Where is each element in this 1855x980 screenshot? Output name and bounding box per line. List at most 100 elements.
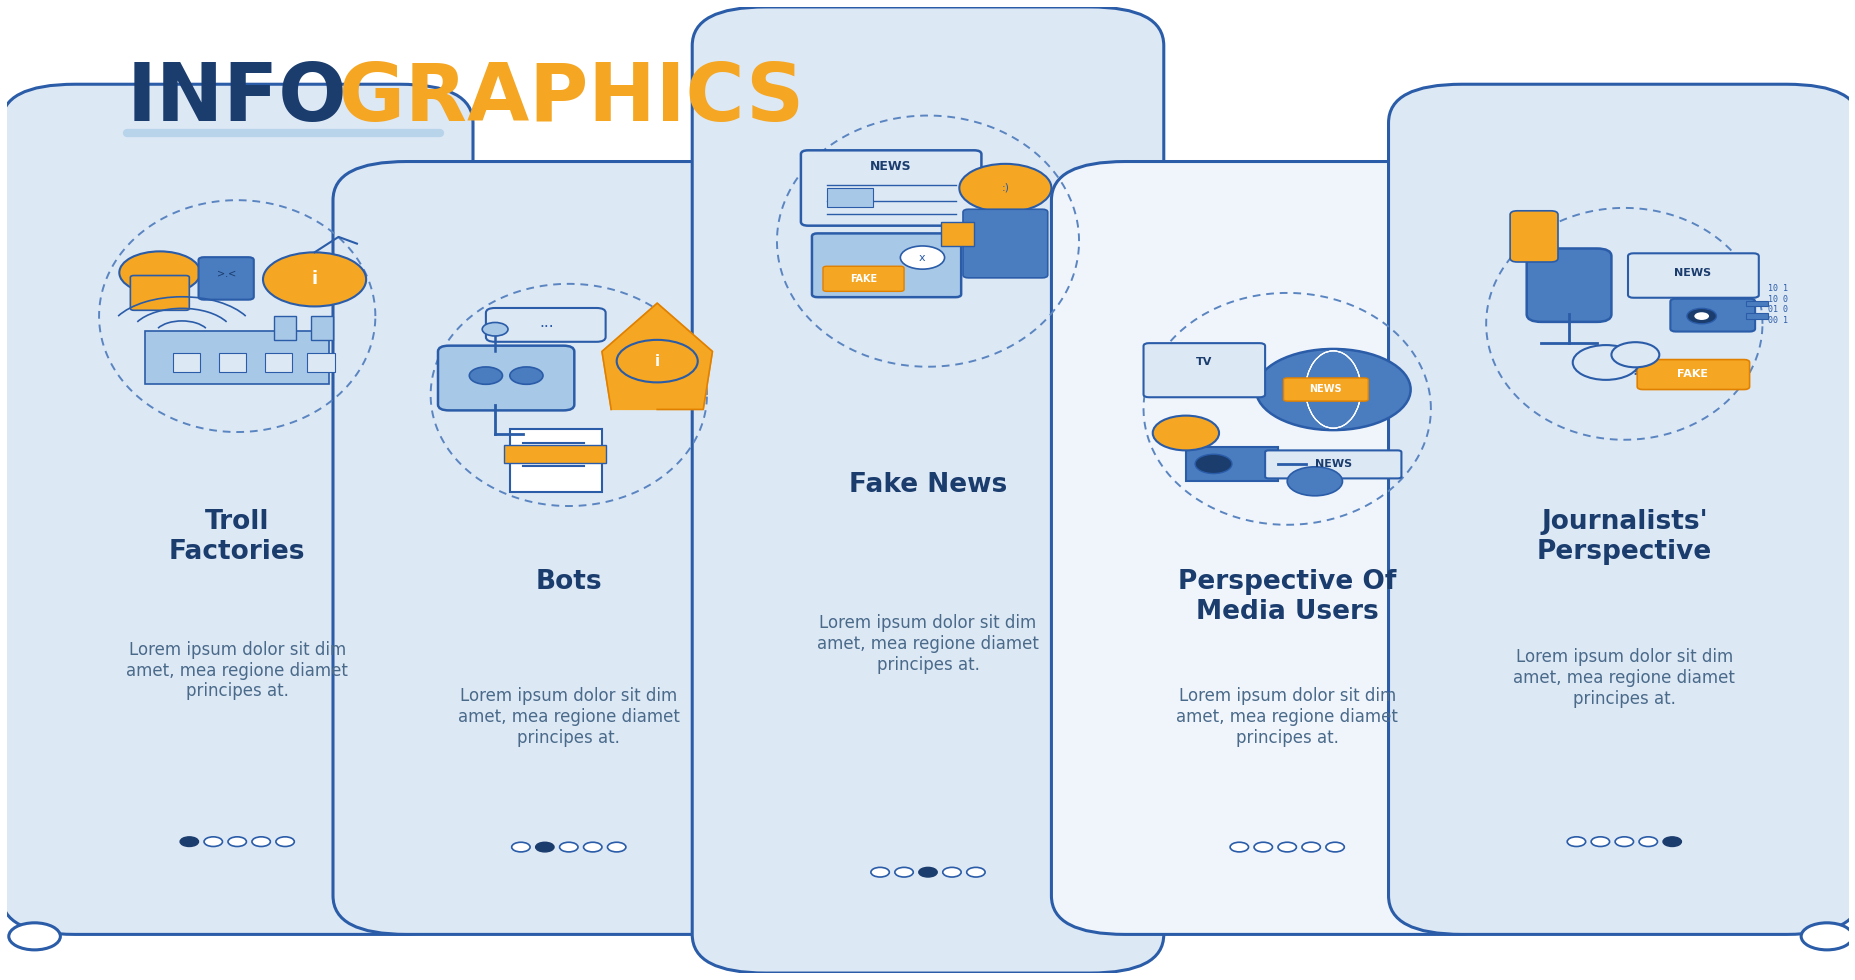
Circle shape <box>1799 923 1851 950</box>
Circle shape <box>469 367 503 384</box>
FancyBboxPatch shape <box>2 84 473 934</box>
Text: Journalists'
Perspective: Journalists' Perspective <box>1536 510 1710 565</box>
Text: Perspective Of
Media Users: Perspective Of Media Users <box>1178 568 1395 625</box>
Bar <box>265 353 293 372</box>
Circle shape <box>894 867 913 877</box>
FancyBboxPatch shape <box>801 150 981 225</box>
Circle shape <box>1694 313 1708 319</box>
Circle shape <box>1254 842 1273 852</box>
Circle shape <box>1662 837 1681 847</box>
Circle shape <box>119 252 200 294</box>
FancyBboxPatch shape <box>486 308 605 342</box>
Circle shape <box>870 867 889 877</box>
Bar <box>940 221 974 246</box>
Circle shape <box>1590 837 1608 847</box>
FancyBboxPatch shape <box>1284 378 1367 401</box>
FancyBboxPatch shape <box>438 346 573 411</box>
Circle shape <box>1287 466 1341 496</box>
Circle shape <box>1571 345 1638 380</box>
FancyBboxPatch shape <box>1143 343 1265 397</box>
Text: i: i <box>655 354 659 368</box>
Bar <box>505 445 605 463</box>
Circle shape <box>1638 837 1657 847</box>
Circle shape <box>263 252 365 307</box>
Text: Lorem ipsum dolor sit dim
amet, mea regione diamet
principes at.: Lorem ipsum dolor sit dim amet, mea regi… <box>1512 649 1734 708</box>
Text: >.<: >.< <box>217 269 236 278</box>
FancyBboxPatch shape <box>1050 162 1523 934</box>
Text: :): :) <box>1002 183 1009 193</box>
Text: TV: TV <box>1195 358 1211 368</box>
Text: FAKE: FAKE <box>1677 369 1707 379</box>
FancyBboxPatch shape <box>822 267 903 291</box>
Circle shape <box>1278 842 1297 852</box>
Circle shape <box>1195 455 1232 473</box>
FancyBboxPatch shape <box>1510 211 1556 262</box>
Text: Lorem ipsum dolor sit dim
amet, mea regione diamet
principes at.: Lorem ipsum dolor sit dim amet, mea regi… <box>816 614 1039 674</box>
Text: Troll
Factories: Troll Factories <box>169 510 306 565</box>
Circle shape <box>1300 842 1319 852</box>
Circle shape <box>942 867 961 877</box>
FancyBboxPatch shape <box>332 162 805 934</box>
Text: Lorem ipsum dolor sit dim
amet, mea regione diamet
principes at.: Lorem ipsum dolor sit dim amet, mea regi… <box>126 641 349 701</box>
Circle shape <box>510 367 544 384</box>
Circle shape <box>1152 416 1219 451</box>
Text: i: i <box>312 270 317 288</box>
Circle shape <box>1230 842 1248 852</box>
Circle shape <box>1256 349 1410 430</box>
FancyBboxPatch shape <box>692 7 1163 973</box>
Circle shape <box>1610 342 1658 368</box>
FancyBboxPatch shape <box>198 257 254 300</box>
Circle shape <box>9 923 61 950</box>
Circle shape <box>512 842 531 852</box>
Bar <box>1746 301 1768 307</box>
Text: ...: ... <box>540 315 553 330</box>
Circle shape <box>536 842 555 852</box>
Circle shape <box>959 164 1050 212</box>
FancyBboxPatch shape <box>1265 451 1401 478</box>
Text: Lorem ipsum dolor sit dim
amet, mea regione diamet
principes at.: Lorem ipsum dolor sit dim amet, mea regi… <box>458 687 679 747</box>
Circle shape <box>204 837 223 847</box>
Text: Bots: Bots <box>536 568 601 595</box>
Bar <box>510 428 601 492</box>
Circle shape <box>1686 309 1716 323</box>
Bar <box>275 317 297 340</box>
Text: 10 1
10 0
01 0
00 1: 10 1 10 0 01 0 00 1 <box>1768 284 1786 324</box>
FancyBboxPatch shape <box>811 233 961 297</box>
FancyBboxPatch shape <box>1670 299 1755 331</box>
FancyBboxPatch shape <box>1527 249 1610 321</box>
Text: NEWS: NEWS <box>1313 459 1350 468</box>
FancyBboxPatch shape <box>963 210 1048 278</box>
Circle shape <box>918 867 937 877</box>
Circle shape <box>1324 842 1343 852</box>
Text: GRAPHICS: GRAPHICS <box>338 60 803 138</box>
Text: FAKE: FAKE <box>850 273 877 284</box>
Circle shape <box>252 837 271 847</box>
Bar <box>825 188 872 208</box>
Bar <box>145 330 328 384</box>
FancyBboxPatch shape <box>1636 360 1749 389</box>
FancyBboxPatch shape <box>130 275 189 311</box>
Circle shape <box>607 842 625 852</box>
Circle shape <box>900 246 944 270</box>
Text: Lorem ipsum dolor sit dim
amet, mea regione diamet
principes at.: Lorem ipsum dolor sit dim amet, mea regi… <box>1176 687 1397 747</box>
Bar <box>308 353 334 372</box>
FancyBboxPatch shape <box>1388 84 1855 934</box>
Bar <box>312 317 332 340</box>
Text: INFO: INFO <box>126 60 347 138</box>
Bar <box>1185 448 1278 481</box>
FancyBboxPatch shape <box>1627 253 1759 298</box>
Circle shape <box>228 837 247 847</box>
Circle shape <box>582 842 601 852</box>
Text: NEWS: NEWS <box>1673 268 1710 277</box>
Bar <box>219 353 247 372</box>
Circle shape <box>558 842 577 852</box>
Circle shape <box>1614 837 1632 847</box>
Bar <box>1746 314 1768 319</box>
Text: x: x <box>918 253 926 263</box>
Bar <box>173 353 200 372</box>
Text: NEWS: NEWS <box>870 161 911 173</box>
Circle shape <box>276 837 295 847</box>
Text: Fake News: Fake News <box>848 472 1007 498</box>
Circle shape <box>180 837 198 847</box>
Text: NEWS: NEWS <box>1310 383 1341 394</box>
